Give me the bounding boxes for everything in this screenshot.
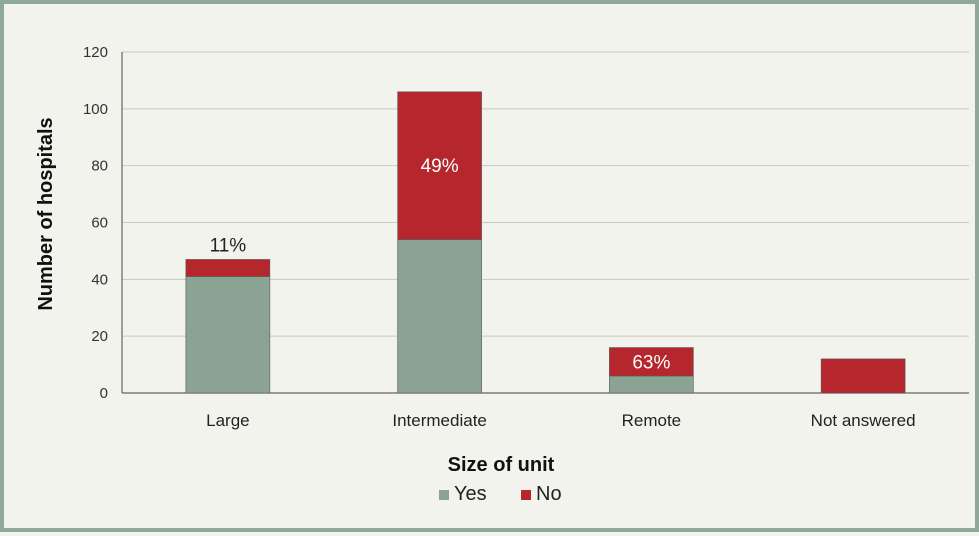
x-tick-label: Intermediate: [392, 411, 487, 430]
y-tick-label: 40: [91, 271, 108, 288]
percentage-label: 49%: [421, 156, 459, 177]
percentage-label: 63%: [632, 353, 670, 374]
bar-no-remote: [609, 347, 694, 377]
y-tick-label: 60: [91, 215, 108, 232]
x-axis-title: Size of unit: [448, 454, 555, 476]
x-tick-label: Remote: [622, 411, 682, 430]
y-tick-label: 80: [91, 158, 108, 175]
legend-label-yes: Yes: [454, 483, 487, 505]
x-tick-label: Not answered: [811, 411, 916, 430]
y-tick-label: 0: [100, 385, 108, 402]
bar-no-large: [185, 259, 271, 277]
y-tick-label: 120: [83, 44, 108, 61]
legend-swatch-no: [521, 490, 531, 500]
legend-swatch-yes: [439, 490, 449, 500]
y-tick-label: 100: [83, 101, 108, 118]
bar-yes-large: [185, 276, 271, 394]
stacked-bar-chart: 0 20 40 60 80 100 120 Large 11% Intermediate 49% R…: [35, 44, 969, 505]
percentage-label: 11%: [210, 235, 247, 256]
y-tick-label: 20: [91, 328, 108, 345]
bar-no-intermediate: [397, 91, 482, 240]
y-axis-title: Number of hospitals: [35, 117, 57, 310]
bar-yes-remote: [609, 375, 694, 394]
x-tick-label: Large: [206, 411, 249, 430]
legend-label-no: No: [536, 483, 562, 505]
legend: Yes No: [439, 483, 562, 505]
bar-no-not-answered: [820, 358, 906, 394]
bar-yes-intermediate: [397, 239, 482, 394]
